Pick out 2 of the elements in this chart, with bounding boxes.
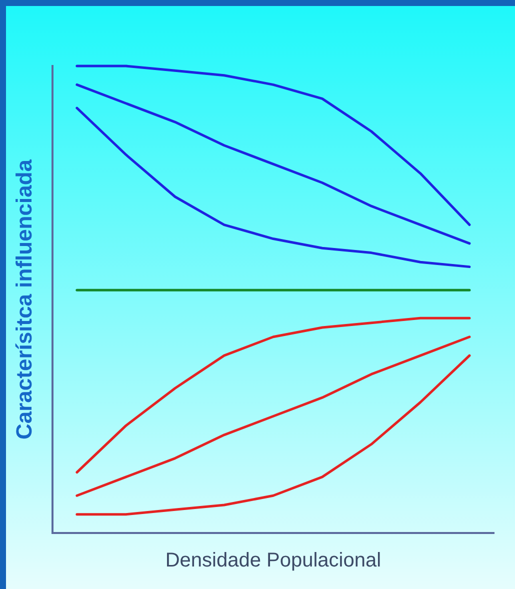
x-axis-title: Densidade Populacional	[165, 550, 382, 572]
y-axis-title: Caracterísitca influenciada	[11, 158, 36, 440]
